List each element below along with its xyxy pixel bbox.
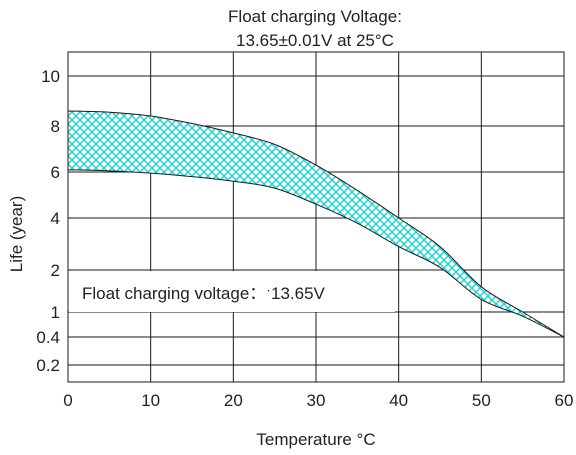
y-tick-label-2: 6 <box>51 163 60 182</box>
y-tick-label-5: 1 <box>51 303 60 322</box>
chart-title-line-1: Float charging Voltage: <box>228 7 402 26</box>
x-tick-label-2: 20 <box>224 391 243 410</box>
y-tick-label-6: 0.4 <box>36 328 60 347</box>
x-tick-label-1: 10 <box>141 391 160 410</box>
x-tick-label-0: 0 <box>63 391 72 410</box>
annotation-box <box>69 271 395 312</box>
y-axis-label: Life (year) <box>7 196 26 273</box>
x-axis-label: Temperature °C <box>256 430 375 449</box>
life-range-band <box>67 110 565 338</box>
x-tick-label-4: 40 <box>389 391 408 410</box>
y-tick-label-4: 2 <box>51 261 60 280</box>
y-tick-label-7: 0.2 <box>36 356 60 375</box>
y-tick-label-0: 10 <box>41 67 60 86</box>
gridlines <box>67 52 565 382</box>
y-tick-label-3: 4 <box>51 209 60 228</box>
chart-title-line-2: 13.65±0.01V at 25°C <box>236 31 394 50</box>
y-tick-label-1: 8 <box>51 117 60 136</box>
x-tick-label-6: 60 <box>555 391 574 410</box>
plot-frame <box>67 51 565 383</box>
x-tick-label-3: 30 <box>307 391 326 410</box>
annotation-text: Float charging voltage：ˑ13.65V <box>82 284 326 303</box>
x-tick-label-5: 50 <box>472 391 491 410</box>
y-tick-labels: 10 8 6 4 2 1 0.4 0.2 <box>36 67 60 375</box>
x-tick-labels: 0 10 20 30 40 50 60 <box>63 391 573 410</box>
